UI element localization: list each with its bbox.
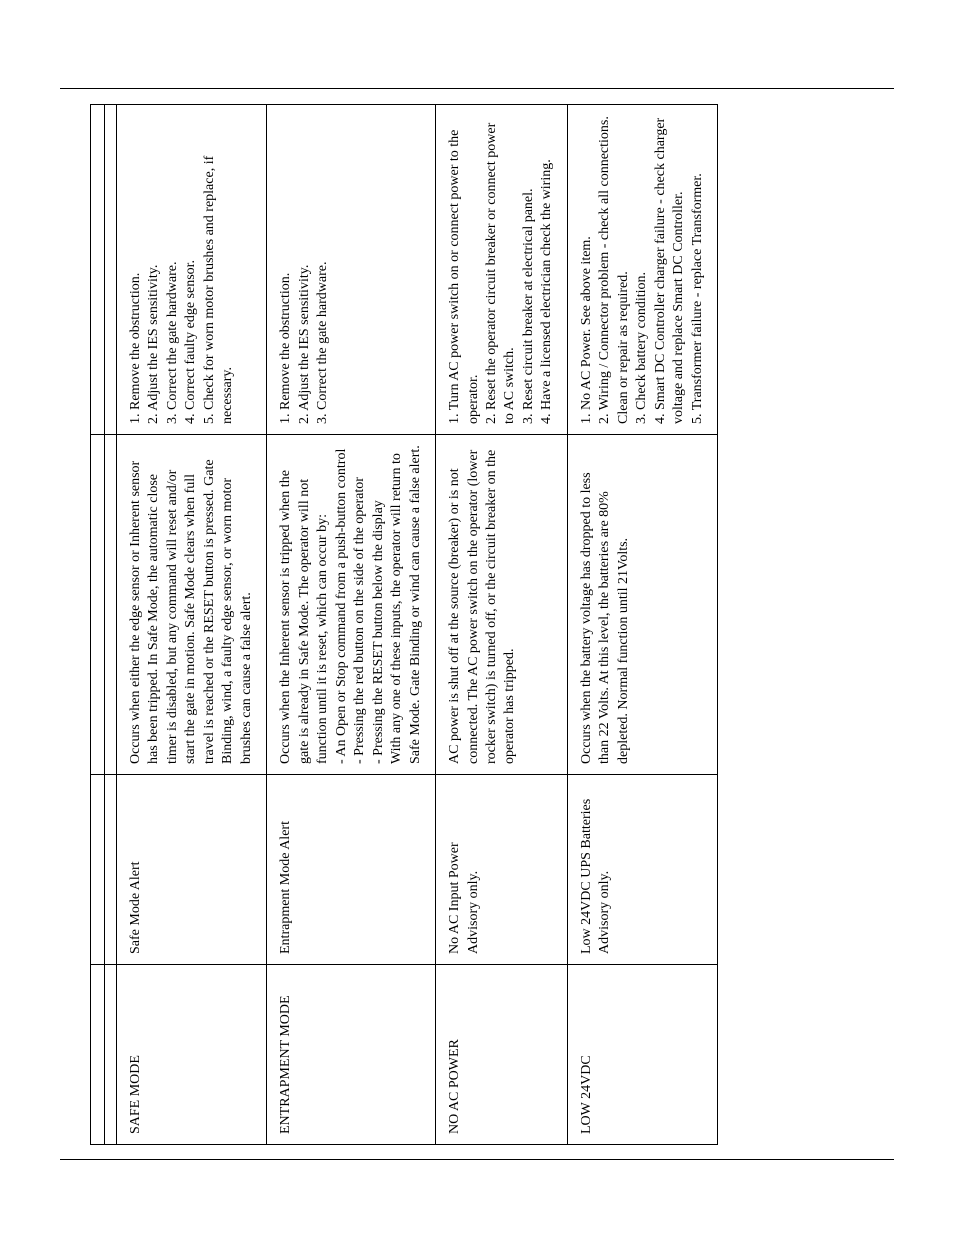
cell-solution: 1. Remove the obstruction. 2. Adjust the… bbox=[117, 105, 267, 435]
table-row: ENTRAPMENT MODEEntrapment Mode AlertOccu… bbox=[267, 105, 436, 1145]
table-body: SAFE MODESafe Mode AlertOccurs when eith… bbox=[117, 105, 718, 1145]
cell-solution: 1. No AC Power. See above item. 2. Wirin… bbox=[567, 105, 717, 435]
cell-reason: Occurs when either the edge sensor or In… bbox=[117, 435, 267, 775]
troubleshooting-table: SAFE MODESafe Mode AlertOccurs when eith… bbox=[90, 104, 718, 1145]
rotated-content: SAFE MODESafe Mode AlertOccurs when eith… bbox=[90, 105, 864, 1145]
cell-type: Safe Mode Alert bbox=[117, 775, 267, 965]
cell-reason: Occurs when the Inherent sensor is tripp… bbox=[267, 435, 436, 775]
table-row: NO AC POWERNo AC Input Power Advisory on… bbox=[436, 105, 568, 1145]
cell-display: NO AC POWER bbox=[436, 965, 568, 1145]
cell-reason: AC power is shut off at the source (brea… bbox=[436, 435, 568, 775]
table-header bbox=[91, 105, 117, 1145]
cell-display: LOW 24VDC bbox=[567, 965, 717, 1145]
page: SAFE MODESafe Mode AlertOccurs when eith… bbox=[0, 0, 954, 1235]
table-row: LOW 24VDCLow 24VDC UPS Batteries Advisor… bbox=[567, 105, 717, 1145]
cell-display: SAFE MODE bbox=[117, 965, 267, 1145]
cell-type: No AC Input Power Advisory only. bbox=[436, 775, 568, 965]
cell-type: Low 24VDC UPS Batteries Advisory only. bbox=[567, 775, 717, 965]
cell-type: Entrapment Mode Alert bbox=[267, 775, 436, 965]
cell-solution: 1. Turn AC power switch on or connect po… bbox=[436, 105, 568, 435]
top-rule bbox=[60, 88, 894, 89]
table-row: SAFE MODESafe Mode AlertOccurs when eith… bbox=[117, 105, 267, 1145]
cell-display: ENTRAPMENT MODE bbox=[267, 965, 436, 1145]
cell-reason: Occurs when the battery voltage has drop… bbox=[567, 435, 717, 775]
bottom-rule bbox=[60, 1159, 894, 1160]
cell-solution: 1. Remove the obstruction. 2. Adjust the… bbox=[267, 105, 436, 435]
